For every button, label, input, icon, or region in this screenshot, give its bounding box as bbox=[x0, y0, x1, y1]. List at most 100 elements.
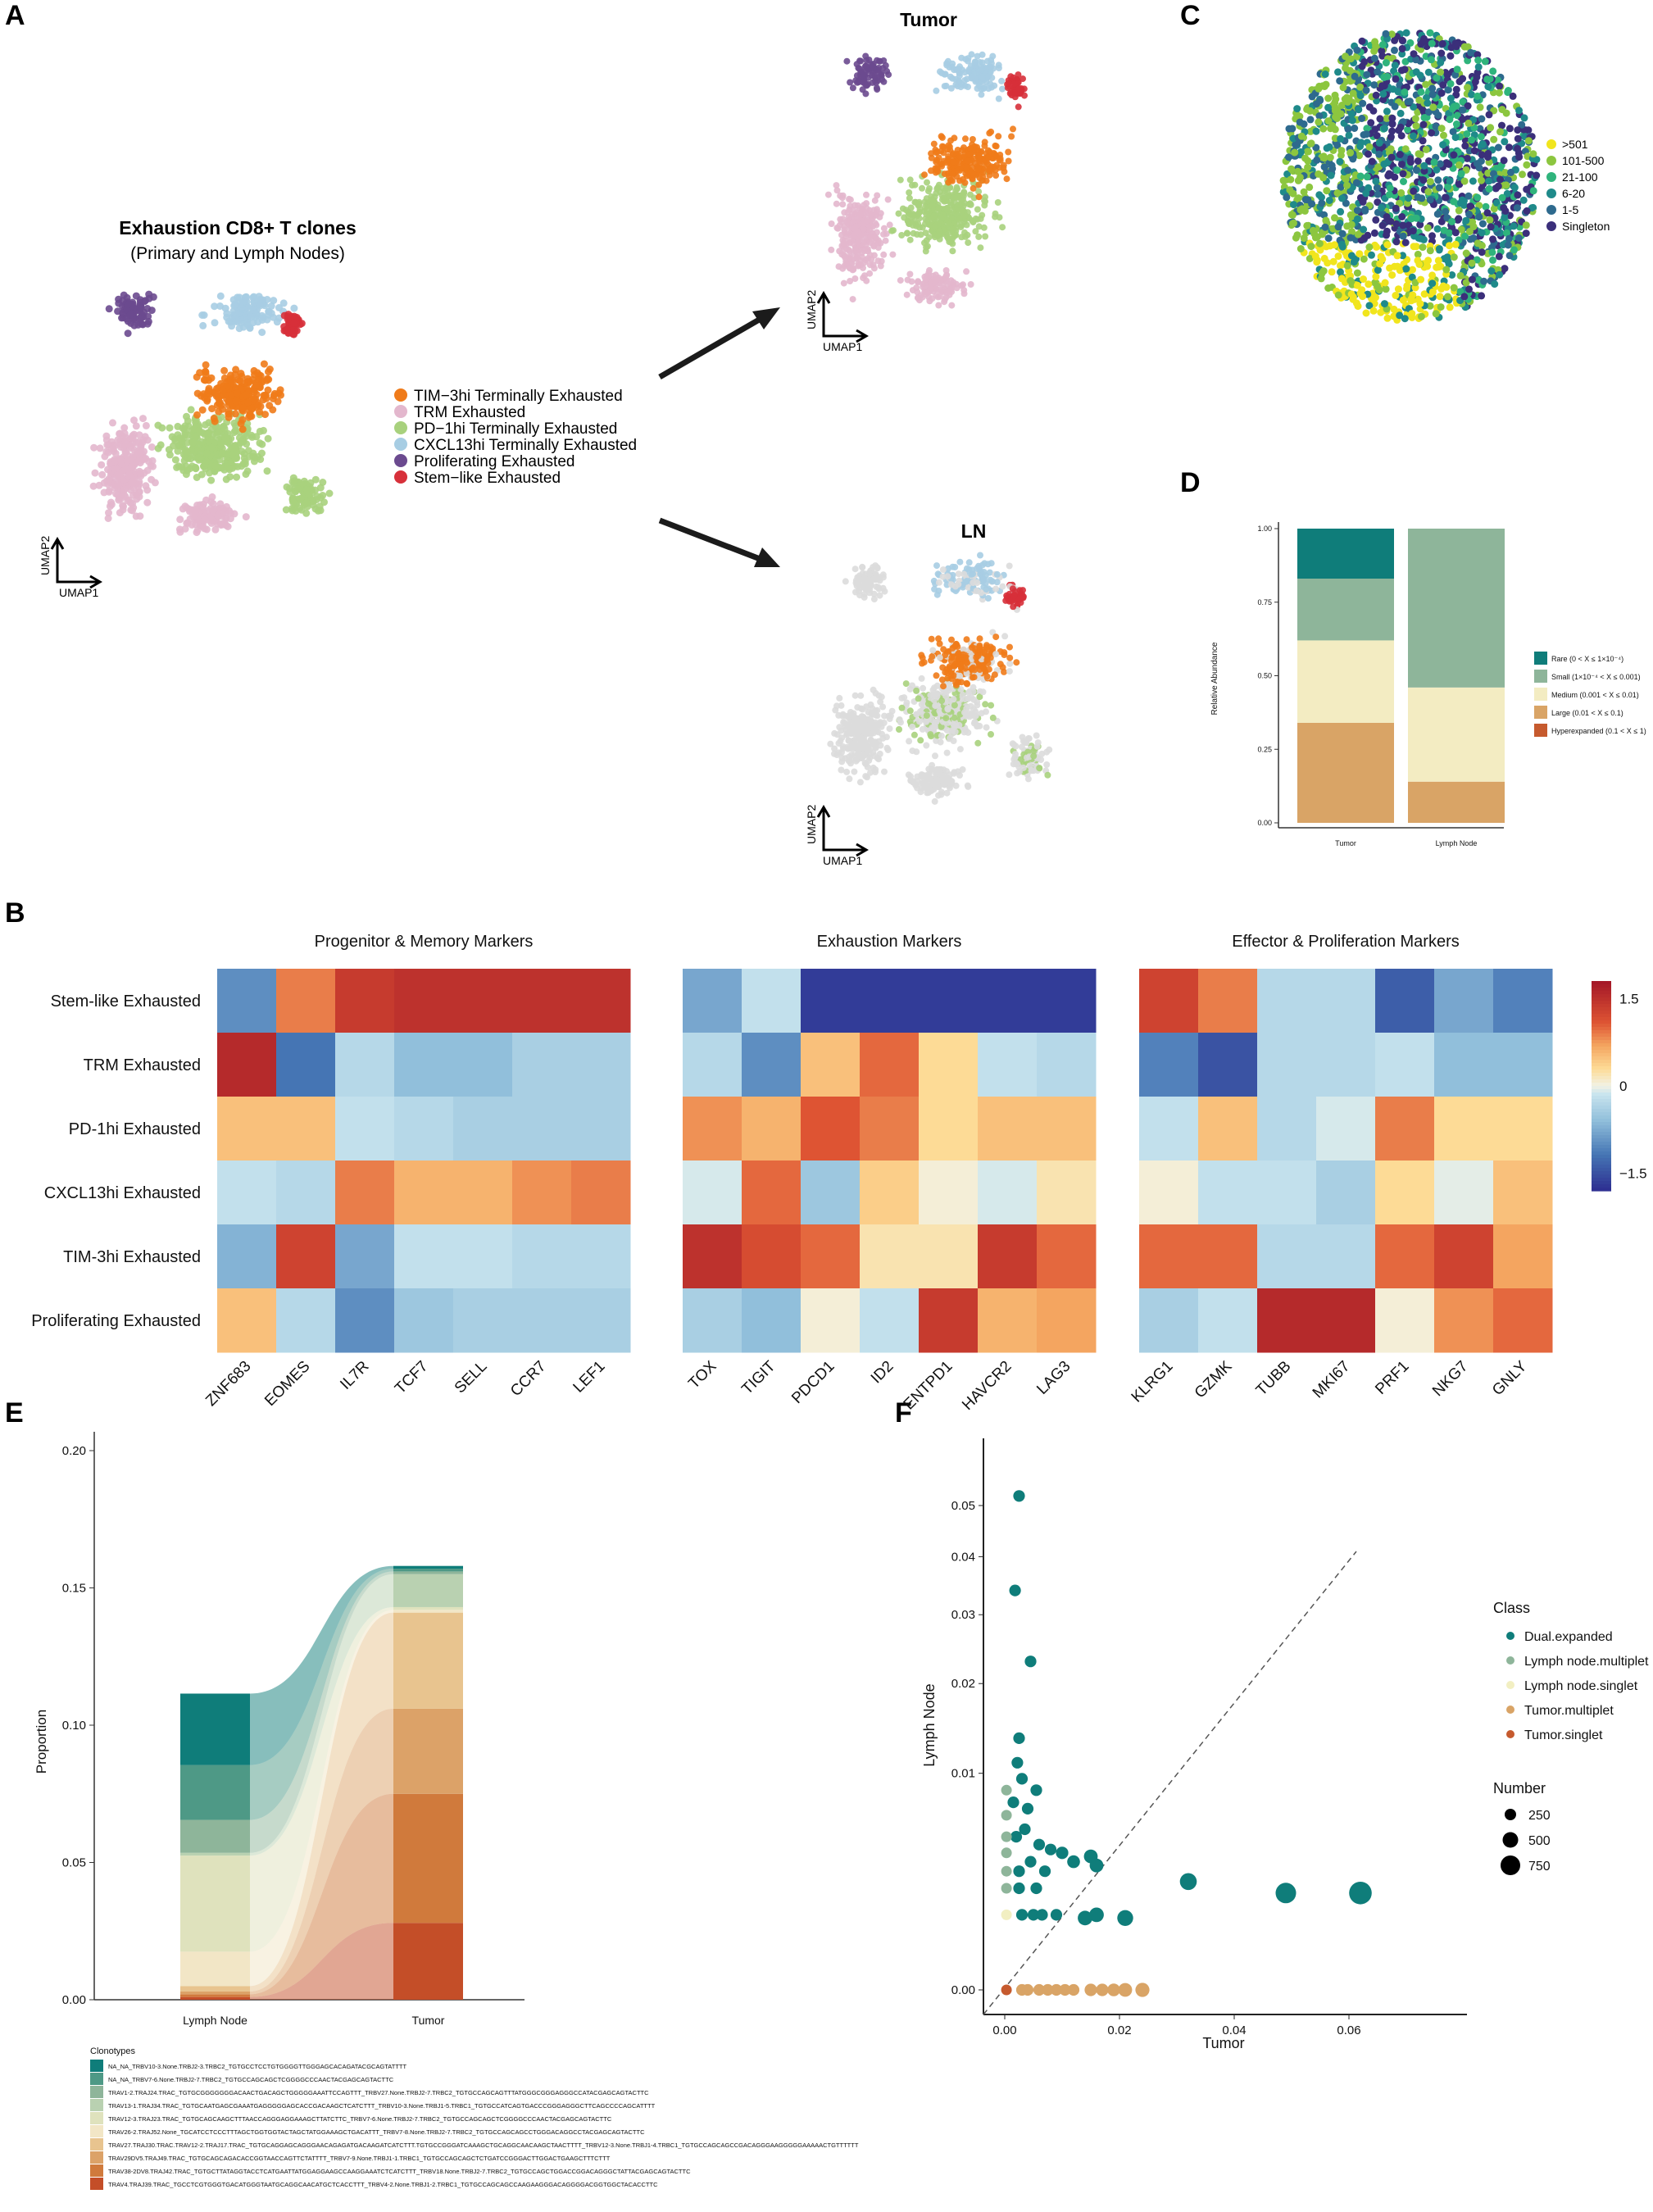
umap-cell bbox=[1428, 39, 1436, 48]
umap-cell bbox=[939, 664, 947, 671]
umap-cell bbox=[1293, 105, 1301, 113]
umap-cell bbox=[995, 133, 1002, 140]
umap-cell bbox=[115, 496, 123, 504]
umap-cell bbox=[956, 201, 963, 208]
umap-cell bbox=[1437, 49, 1446, 57]
umap-cell bbox=[1287, 175, 1295, 184]
umap-cell bbox=[1426, 29, 1434, 37]
umap-cell bbox=[202, 361, 210, 369]
umap-cell bbox=[184, 431, 192, 439]
umap-cell bbox=[136, 298, 144, 307]
umap-cell bbox=[262, 376, 270, 384]
umap-cell bbox=[203, 429, 211, 437]
umap-cell bbox=[1015, 85, 1023, 93]
umap-cell bbox=[1427, 56, 1435, 64]
umap-cell bbox=[226, 473, 234, 481]
umap-cell bbox=[958, 234, 965, 241]
umap-cell bbox=[137, 447, 145, 455]
umap-cell bbox=[896, 726, 902, 733]
panel-label-a: A bbox=[5, 0, 25, 31]
umap-cell bbox=[978, 91, 985, 98]
umap-cell bbox=[225, 413, 233, 421]
umap-cell bbox=[302, 499, 311, 506]
umap-cell bbox=[882, 237, 889, 244]
umap-cell bbox=[928, 167, 934, 175]
umap-cell bbox=[994, 199, 1001, 206]
umap-cell bbox=[922, 220, 929, 228]
umap-cell bbox=[853, 582, 861, 589]
umap-cell bbox=[923, 742, 930, 749]
umap-cell bbox=[148, 475, 156, 484]
umap-cell bbox=[985, 85, 992, 92]
umap-cell bbox=[880, 251, 888, 258]
umap-cell bbox=[1026, 762, 1033, 770]
umap-cell bbox=[948, 654, 956, 661]
umap-cell bbox=[914, 288, 921, 296]
umap-cell bbox=[129, 500, 136, 508]
umap-cell bbox=[1460, 201, 1468, 209]
umap-cell bbox=[928, 635, 935, 643]
umap-clone-size bbox=[1279, 29, 1541, 324]
umap-cell bbox=[910, 229, 917, 237]
umap-cell bbox=[1324, 284, 1333, 292]
umap-cell bbox=[933, 166, 941, 174]
umap-cell bbox=[958, 221, 965, 229]
umap-cell bbox=[944, 706, 951, 713]
umap-cell bbox=[947, 176, 955, 184]
umap-cell bbox=[284, 311, 293, 319]
umap-cell bbox=[114, 480, 122, 488]
umap-cell bbox=[1016, 587, 1024, 594]
umap-cell bbox=[950, 279, 957, 286]
umap-cell bbox=[1320, 163, 1328, 171]
umap-cell bbox=[859, 564, 866, 571]
umap-cell bbox=[983, 586, 990, 593]
umap-cell bbox=[923, 272, 930, 279]
umap-cell bbox=[1410, 50, 1418, 58]
umap-cell bbox=[1030, 752, 1038, 760]
umap-cell bbox=[880, 230, 887, 238]
umap-cell bbox=[289, 498, 297, 506]
umap-cell bbox=[1333, 189, 1342, 197]
umap-cell bbox=[1522, 221, 1530, 229]
umap-cell bbox=[963, 268, 970, 275]
umap-cell bbox=[874, 565, 881, 572]
umap-cell bbox=[1015, 768, 1023, 775]
umap-cell bbox=[863, 191, 870, 198]
umap-cell bbox=[1452, 120, 1460, 128]
umap-cell bbox=[1370, 81, 1378, 89]
umap-cell bbox=[1380, 125, 1388, 133]
umap-cell bbox=[916, 208, 924, 216]
umap-cell bbox=[1306, 116, 1315, 124]
umap-cell bbox=[883, 744, 891, 752]
umap-cell bbox=[232, 397, 240, 405]
umap-cell bbox=[970, 184, 977, 192]
umap-cell bbox=[128, 479, 136, 487]
umap-cell bbox=[906, 189, 913, 196]
umap-cell bbox=[999, 224, 1006, 231]
umap-cell bbox=[1450, 284, 1458, 292]
umap-cell bbox=[965, 239, 972, 247]
umap-cell bbox=[972, 712, 979, 720]
umap-cell bbox=[207, 444, 216, 452]
umap-cell bbox=[1401, 315, 1409, 323]
umap-cell bbox=[943, 61, 951, 69]
umap-cell bbox=[979, 51, 986, 58]
umap-cell bbox=[107, 501, 116, 509]
umap-cell bbox=[183, 447, 191, 456]
umap-cell bbox=[935, 302, 942, 309]
umap-cell bbox=[889, 251, 897, 258]
umap-cell bbox=[1446, 52, 1455, 60]
umap-cell bbox=[258, 329, 266, 336]
umap-cell bbox=[1373, 184, 1381, 192]
umap-cell bbox=[198, 406, 207, 414]
umap-cell bbox=[999, 664, 1006, 671]
umap-cell bbox=[168, 433, 176, 441]
umap-cell bbox=[840, 279, 847, 287]
umap-cell bbox=[1372, 177, 1380, 185]
umap-cell bbox=[1297, 132, 1306, 140]
umap-cell bbox=[1362, 86, 1370, 94]
umap-cell bbox=[120, 485, 129, 493]
umap-cell bbox=[1489, 256, 1496, 264]
umap-cell bbox=[951, 728, 959, 735]
umap-cell bbox=[938, 134, 946, 141]
